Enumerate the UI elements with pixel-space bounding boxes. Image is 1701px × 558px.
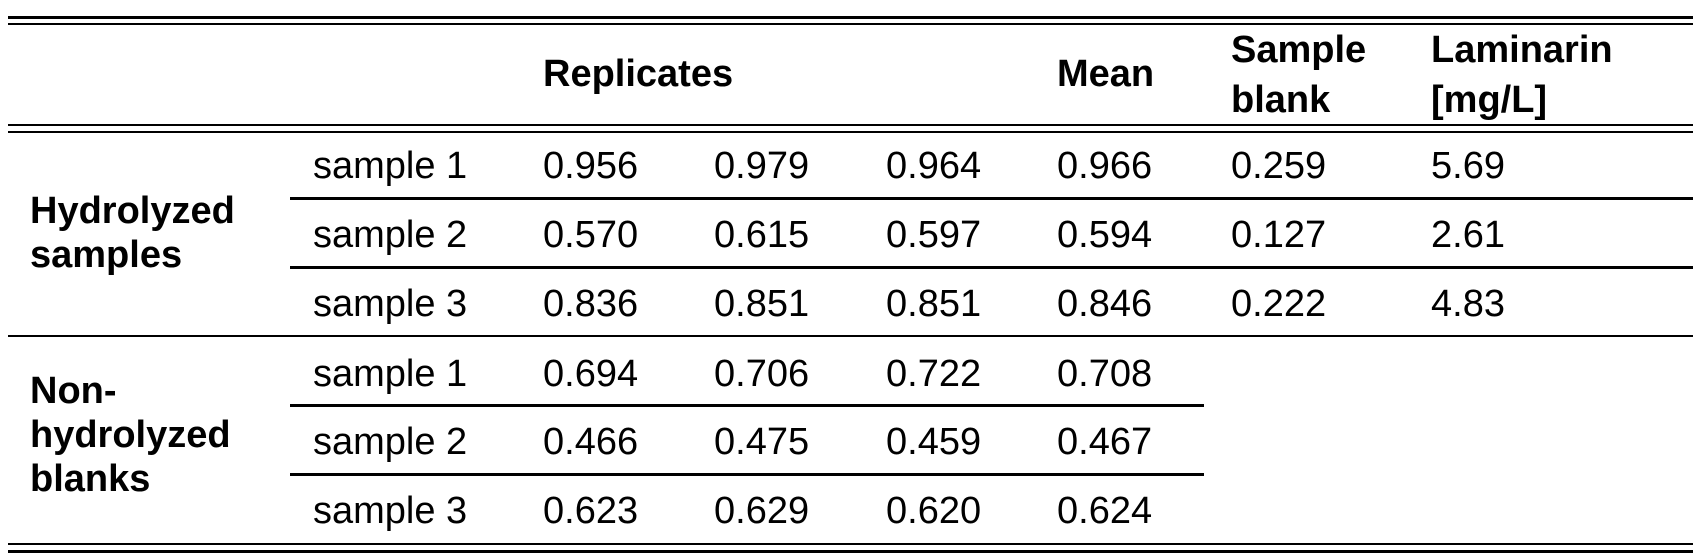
cell-r3: 0.722 (886, 353, 982, 395)
cell-mean: 0.846 (1057, 283, 1153, 325)
group-label-line: samples (30, 234, 183, 276)
cell-mean: 0.708 (1057, 353, 1153, 395)
cell-r3: 0.620 (886, 490, 982, 532)
top-rule-inner (8, 23, 1693, 25)
group-label-non-hydrolyzed: Non- hydrolyzed blanks (30, 369, 231, 501)
cell-laminarin: 4.83 (1431, 283, 1505, 325)
row-rule (290, 266, 1693, 269)
header-replicates: Replicates (543, 53, 734, 95)
cell-laminarin: 5.69 (1431, 145, 1505, 187)
cell-r2: 0.615 (714, 214, 810, 256)
header-rule-inner (8, 131, 1693, 133)
group-label-line: Hydrolyzed (30, 190, 235, 232)
row-name: sample 3 (313, 283, 468, 325)
cell-mean: 0.966 (1057, 145, 1153, 187)
cell-blank: 0.127 (1231, 214, 1327, 256)
cell-blank: 0.222 (1231, 283, 1327, 325)
group-label-line: blanks (30, 458, 151, 500)
cell-r3: 0.964 (886, 145, 982, 187)
cell-laminarin: 2.61 (1431, 214, 1505, 256)
row-name: sample 1 (313, 145, 468, 187)
row-name: sample 2 (313, 214, 468, 256)
header-mean: Mean (1057, 53, 1155, 95)
bottom-rule (8, 550, 1693, 553)
bottom-rule-inner (8, 543, 1693, 545)
cell-r2: 0.851 (714, 283, 810, 325)
group-label-line: Non- (30, 370, 117, 412)
row-name: sample 2 (313, 421, 468, 463)
cell-r2: 0.979 (714, 145, 810, 187)
header-laminarin-line1: Laminarin (1431, 29, 1613, 71)
row-name: sample 3 (313, 490, 468, 532)
cell-r1: 0.570 (543, 214, 639, 256)
cell-r1: 0.836 (543, 283, 639, 325)
cell-r1: 0.466 (543, 421, 639, 463)
cell-mean: 0.594 (1057, 214, 1153, 256)
cell-r3: 0.597 (886, 214, 982, 256)
cell-r3: 0.851 (886, 283, 982, 325)
cell-r1: 0.694 (543, 353, 639, 395)
cell-blank: 0.259 (1231, 145, 1327, 187)
cell-r3: 0.459 (886, 421, 982, 463)
row-rule (290, 197, 1693, 200)
cell-r2: 0.629 (714, 490, 810, 532)
cell-r1: 0.623 (543, 490, 639, 532)
row-name: sample 1 (313, 353, 468, 395)
header-sample-blank-line1: Sample (1231, 29, 1367, 71)
row-rule (290, 473, 1204, 476)
cell-r2: 0.475 (714, 421, 810, 463)
cell-mean: 0.624 (1057, 490, 1153, 532)
group-rule (8, 335, 1693, 337)
cell-mean: 0.467 (1057, 421, 1153, 463)
group-label-hydrolyzed: Hydrolyzed samples (30, 189, 235, 277)
header-rule (8, 124, 1693, 126)
header-sample-blank-line2: blank (1231, 79, 1331, 121)
header-laminarin-line2: [mg/L] (1431, 79, 1548, 121)
cell-r2: 0.706 (714, 353, 810, 395)
cell-r1: 0.956 (543, 145, 639, 187)
group-label-line: hydrolyzed (30, 414, 231, 456)
top-rule (8, 16, 1693, 19)
row-rule (290, 404, 1204, 407)
